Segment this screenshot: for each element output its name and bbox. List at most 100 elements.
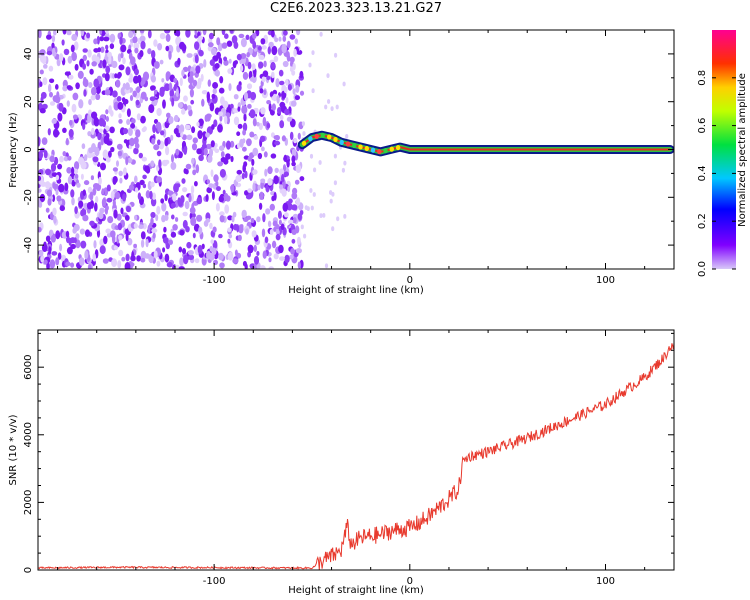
spectrogram-panel: -100 0 100 -40 -20 0 20 40 Height of straight l… bbox=[8, 29, 675, 296]
noise-speck bbox=[262, 116, 267, 127]
noise-speck bbox=[239, 138, 244, 148]
noise-speck bbox=[55, 257, 60, 266]
noise-speck bbox=[100, 136, 104, 146]
colorbar-tick-label: 0.6 bbox=[697, 118, 708, 134]
noise-speck bbox=[38, 250, 44, 257]
noise-speck bbox=[224, 204, 230, 214]
noise-speck bbox=[301, 121, 305, 126]
noise-speck bbox=[162, 247, 166, 253]
noise-speck bbox=[125, 232, 129, 242]
noise-speck bbox=[115, 79, 121, 88]
noise-speck bbox=[302, 131, 306, 136]
noise-speck bbox=[164, 214, 169, 221]
noise-speck bbox=[133, 42, 140, 50]
noise-speck bbox=[197, 244, 203, 255]
noise-speck bbox=[80, 173, 84, 180]
noise-speck bbox=[51, 118, 57, 124]
y-tick-label: 6000 bbox=[23, 354, 34, 379]
noise-speck bbox=[236, 224, 240, 233]
noise-speck bbox=[150, 211, 156, 219]
noise-speck bbox=[111, 258, 118, 268]
noise-speck bbox=[182, 66, 189, 72]
noise-speck bbox=[49, 78, 55, 84]
noise-speck bbox=[173, 114, 179, 123]
noise-speck bbox=[210, 239, 214, 244]
noise-speck bbox=[156, 205, 161, 215]
noise-speck bbox=[294, 95, 300, 101]
noise-speck bbox=[220, 157, 227, 163]
noise-speck bbox=[237, 234, 242, 242]
noise-speck bbox=[249, 77, 255, 82]
noise-speck bbox=[295, 84, 300, 93]
noise-speck bbox=[243, 92, 249, 101]
noise-speck bbox=[66, 246, 73, 255]
noise-speck bbox=[335, 104, 339, 110]
noise-speck bbox=[284, 212, 289, 218]
noise-speck bbox=[230, 184, 235, 193]
noise-speck bbox=[237, 142, 240, 149]
noise-speck bbox=[291, 161, 296, 167]
figure-title: C2E6.2023.323.13.21.G27 bbox=[269, 1, 443, 16]
noise-speck bbox=[225, 153, 231, 160]
noise-speck bbox=[269, 203, 275, 211]
noise-speck bbox=[88, 264, 92, 269]
noise-speck bbox=[156, 150, 162, 157]
noise-speck bbox=[224, 115, 228, 125]
noise-speck bbox=[45, 181, 51, 189]
noise-speck bbox=[139, 179, 145, 186]
noise-speck bbox=[151, 228, 158, 233]
noise-speck bbox=[105, 109, 109, 115]
noise-speck bbox=[291, 100, 297, 107]
noise-speck bbox=[154, 89, 157, 95]
noise-speck bbox=[281, 43, 288, 54]
noise-speck bbox=[139, 50, 144, 58]
noise-speck bbox=[153, 39, 158, 47]
noise-speck bbox=[296, 236, 301, 246]
noise-speck bbox=[261, 146, 265, 152]
noise-speck bbox=[116, 73, 122, 79]
noise-speck bbox=[291, 149, 297, 157]
noise-speck bbox=[153, 61, 160, 69]
noise-speck bbox=[177, 102, 184, 109]
noise-speck bbox=[124, 214, 130, 221]
noise-speck bbox=[133, 223, 138, 229]
colorbar: 0.0 0.2 0.4 0.6 0.8 Normalized spectral ampl… bbox=[697, 30, 748, 277]
noise-speck bbox=[66, 100, 70, 107]
noise-speck bbox=[216, 51, 222, 59]
noise-speck bbox=[117, 150, 123, 157]
noise-speck bbox=[267, 178, 273, 186]
noise-speck bbox=[228, 233, 233, 239]
noise-speck bbox=[202, 30, 207, 36]
noise-speck bbox=[291, 229, 297, 236]
noise-speck bbox=[80, 240, 87, 249]
noise-speck bbox=[136, 113, 141, 121]
noise-speck bbox=[186, 134, 193, 141]
noise-speck bbox=[114, 191, 121, 200]
noise-speck bbox=[333, 180, 337, 186]
noise-speck bbox=[113, 101, 120, 111]
noise-speck bbox=[263, 151, 268, 158]
noise-speck bbox=[116, 143, 123, 150]
noise-speck bbox=[93, 117, 100, 127]
colorbar-tick-label: 0.4 bbox=[697, 165, 708, 181]
noise-speck bbox=[184, 169, 189, 175]
noise-speck bbox=[222, 100, 229, 109]
noise-speck bbox=[113, 245, 118, 251]
noise-speck bbox=[252, 147, 259, 156]
noise-speck bbox=[38, 175, 42, 181]
noise-speck bbox=[246, 215, 252, 220]
noise-speck bbox=[116, 213, 122, 221]
noise-speck bbox=[89, 68, 94, 75]
noise-speck bbox=[219, 76, 224, 84]
noise-speck bbox=[150, 197, 157, 207]
noise-speck bbox=[278, 36, 282, 42]
noise-speck bbox=[128, 30, 134, 38]
noise-speck bbox=[147, 30, 152, 39]
noise-speck bbox=[227, 238, 231, 244]
noise-speck bbox=[218, 87, 225, 94]
noise-speck bbox=[257, 184, 261, 191]
noise-speck bbox=[319, 31, 323, 37]
noise-speck bbox=[249, 109, 256, 119]
noise-speck bbox=[203, 148, 208, 156]
noise-speck bbox=[229, 30, 234, 34]
